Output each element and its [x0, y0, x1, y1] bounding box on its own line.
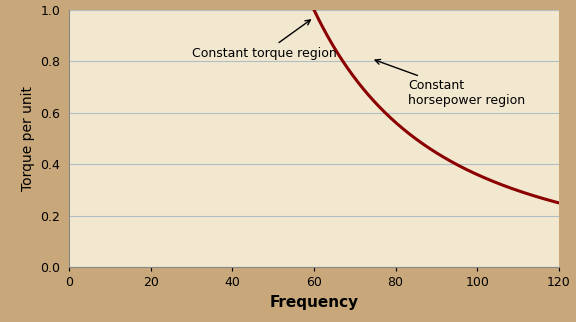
Text: Constant
horsepower region: Constant horsepower region: [375, 60, 525, 107]
Y-axis label: Torque per unit: Torque per unit: [21, 86, 35, 191]
X-axis label: Frequency: Frequency: [270, 295, 358, 310]
Text: Constant torque region: Constant torque region: [191, 20, 336, 60]
